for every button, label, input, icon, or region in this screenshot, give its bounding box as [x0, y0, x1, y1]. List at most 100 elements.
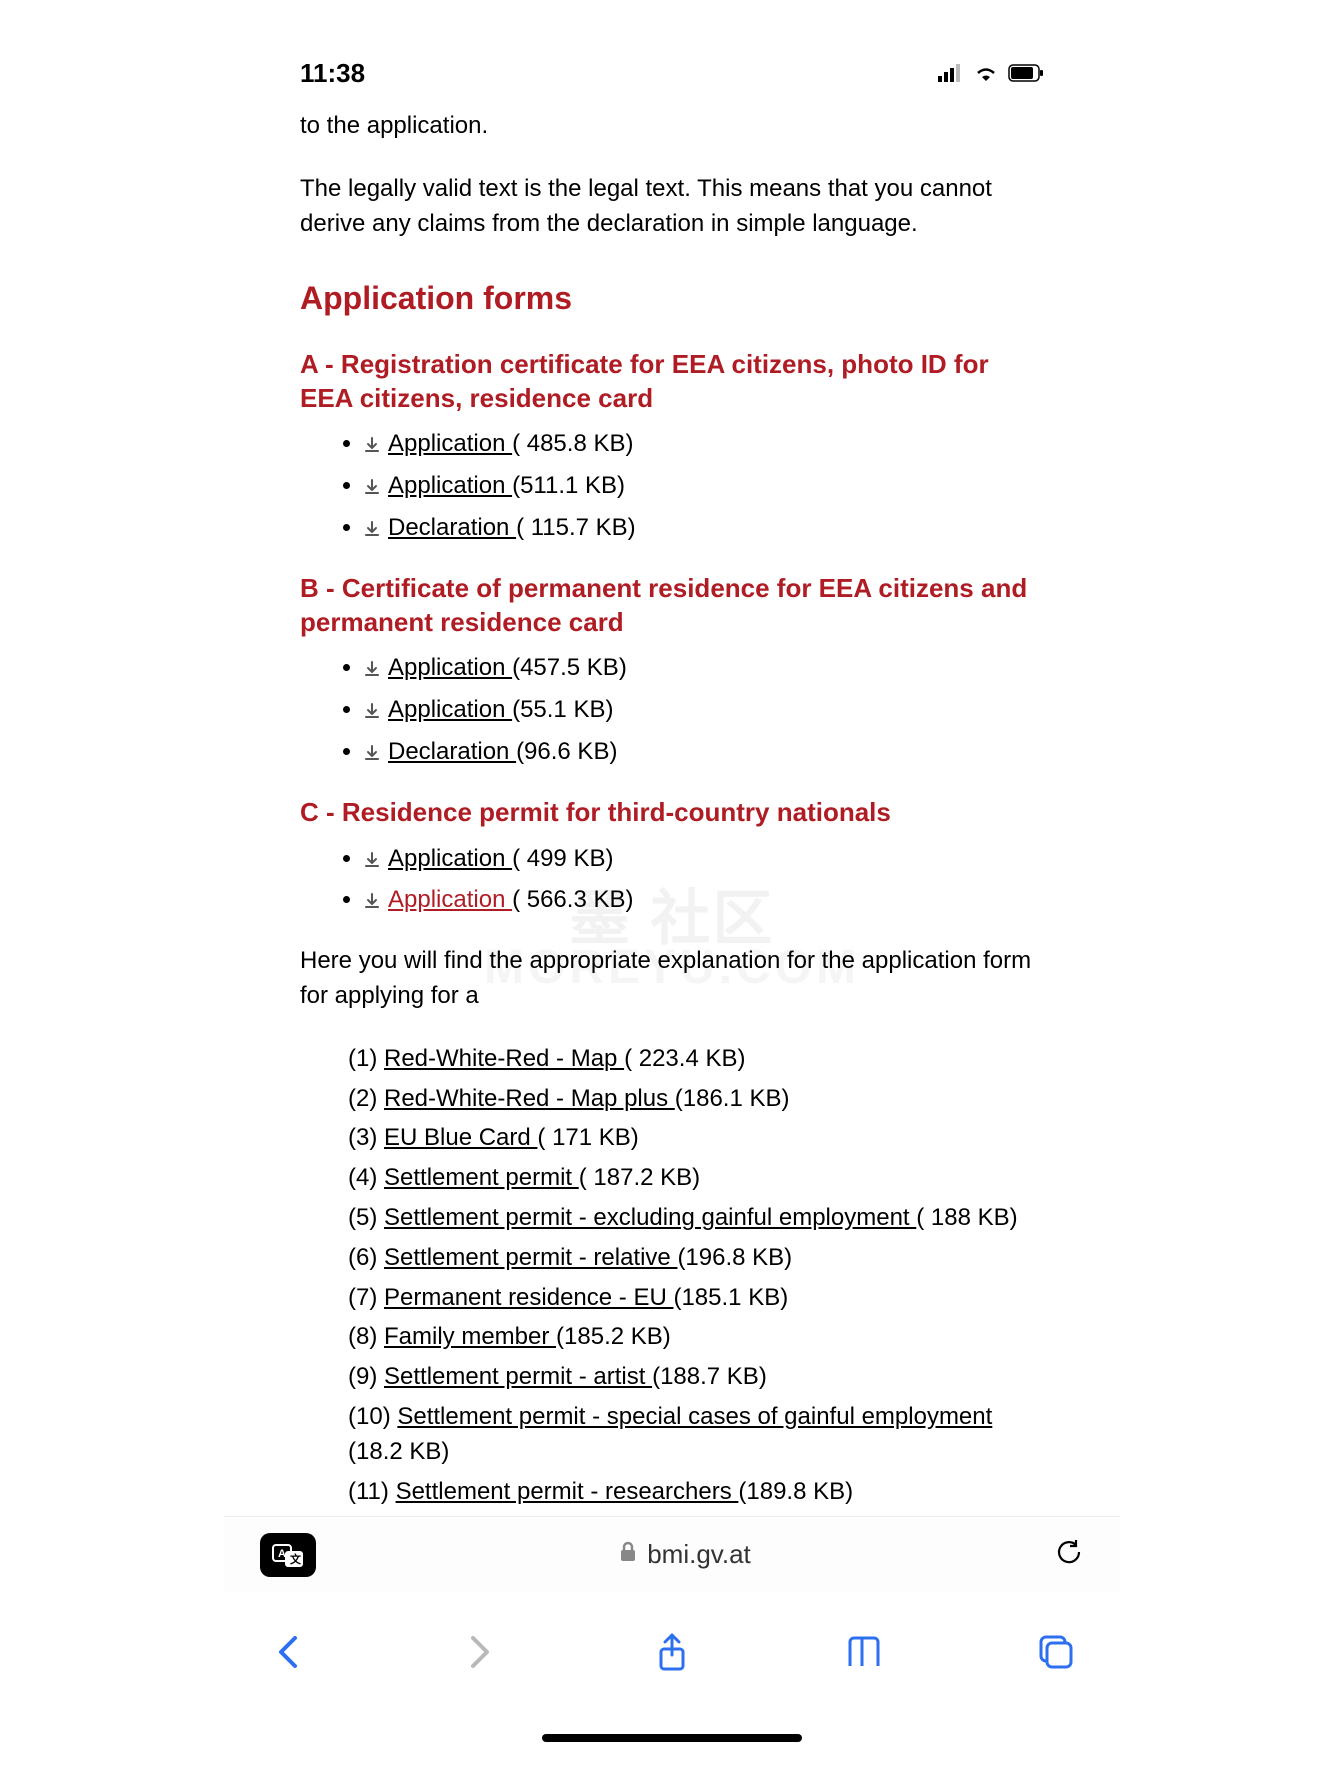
- bookmarks-button[interactable]: [844, 1632, 884, 1672]
- tabs-button[interactable]: [1036, 1632, 1076, 1672]
- battery-icon: [1008, 58, 1044, 89]
- item-number: (3): [348, 1124, 384, 1151]
- file-item: Application (511.1 KB): [364, 469, 1044, 506]
- file-link[interactable]: Application: [388, 886, 512, 913]
- file-link[interactable]: Application: [388, 654, 512, 681]
- refresh-button[interactable]: [1054, 1537, 1084, 1572]
- item-number: (6): [348, 1244, 384, 1271]
- numbered-link[interactable]: Settlement permit - relative: [384, 1244, 677, 1271]
- file-link[interactable]: Application: [388, 430, 512, 457]
- download-icon: [364, 513, 382, 548]
- status-time: 11:38: [300, 58, 365, 89]
- numbered-link[interactable]: Settlement permit - researchers: [396, 1478, 739, 1505]
- file-item: Declaration ( 115.7 KB): [364, 511, 1044, 548]
- file-size: ( 499 KB): [512, 845, 613, 872]
- numbered-list: (1) Red-White-Red - Map ( 223.4 KB)(2) R…: [348, 1042, 1044, 1510]
- numbered-link[interactable]: Permanent residence - EU: [384, 1284, 673, 1311]
- download-icon: [364, 844, 382, 879]
- download-icon: [364, 653, 382, 688]
- home-indicator[interactable]: [542, 1734, 802, 1742]
- translate-button[interactable]: A文: [260, 1533, 316, 1577]
- file-item: Application (55.1 KB): [364, 693, 1044, 730]
- numbered-item: (9) Settlement permit - artist (188.7 KB…: [348, 1360, 1044, 1395]
- svg-text:文: 文: [290, 1552, 302, 1566]
- file-size: ( 566.3 KB): [512, 886, 633, 913]
- numbered-link[interactable]: Settlement permit - excluding gainful em…: [384, 1204, 916, 1231]
- file-size: (457.5 KB): [512, 654, 627, 681]
- file-size: (511.1 KB): [512, 472, 625, 499]
- address-bar[interactable]: A文 bmi.gv.at: [224, 1516, 1120, 1592]
- numbered-link[interactable]: Settlement permit - special cases of gai…: [397, 1403, 992, 1430]
- numbered-link[interactable]: Red-White-Red - Map: [384, 1045, 624, 1072]
- file-size: (96.6 KB): [516, 738, 617, 765]
- svg-text:A: A: [278, 1548, 286, 1560]
- share-button[interactable]: [652, 1632, 692, 1672]
- item-number: (10): [348, 1403, 397, 1430]
- file-item: Application ( 485.8 KB): [364, 427, 1044, 464]
- file-link[interactable]: Application: [388, 696, 512, 723]
- download-icon: [364, 885, 382, 920]
- section-a-list: Application ( 485.8 KB)Application (511.…: [364, 427, 1044, 547]
- numbered-link[interactable]: EU Blue Card: [384, 1124, 537, 1151]
- page-content: to the application. The legally valid te…: [0, 99, 1344, 1509]
- download-icon: [364, 737, 382, 772]
- file-link[interactable]: Application: [388, 845, 512, 872]
- address-domain: bmi.gv.at: [647, 1539, 751, 1570]
- file-size: (189.8 KB): [738, 1478, 853, 1505]
- heading-application-forms: Application forms: [300, 275, 1044, 321]
- file-item: Application ( 566.3 KB): [364, 883, 1044, 920]
- download-icon: [364, 695, 382, 730]
- section-c-title: C - Residence permit for third-country n…: [300, 796, 1044, 830]
- cellular-icon: [938, 58, 964, 89]
- file-size: (185.2 KB): [556, 1323, 671, 1350]
- file-size: ( 188 KB): [916, 1204, 1017, 1231]
- file-size: ( 187.2 KB): [579, 1164, 700, 1191]
- browser-toolbar: [224, 1612, 1120, 1692]
- file-size: (196.8 KB): [677, 1244, 792, 1271]
- item-number: (9): [348, 1363, 384, 1390]
- numbered-item: (10) Settlement permit - special cases o…: [348, 1400, 1044, 1470]
- numbered-item: (6) Settlement permit - relative (196.8 …: [348, 1241, 1044, 1276]
- numbered-item: (2) Red-White-Red - Map plus (186.1 KB): [348, 1082, 1044, 1117]
- numbered-item: (7) Permanent residence - EU (185.1 KB): [348, 1281, 1044, 1316]
- section-b-title: B - Certificate of permanent residence f…: [300, 572, 1044, 640]
- file-size: (188.7 KB): [652, 1363, 767, 1390]
- numbered-link[interactable]: Red-White-Red - Map plus: [384, 1085, 675, 1112]
- section-a-title: A - Registration certificate for EEA cit…: [300, 348, 1044, 416]
- download-icon: [364, 429, 382, 464]
- address-display[interactable]: bmi.gv.at: [619, 1539, 751, 1570]
- numbered-item: (8) Family member (185.2 KB): [348, 1320, 1044, 1355]
- download-icon: [364, 471, 382, 506]
- item-number: (7): [348, 1284, 384, 1311]
- item-number: (4): [348, 1164, 384, 1191]
- item-number: (8): [348, 1323, 384, 1350]
- file-item: Declaration (96.6 KB): [364, 735, 1044, 772]
- file-item: Application ( 499 KB): [364, 842, 1044, 879]
- lock-icon: [619, 1539, 637, 1570]
- file-item: Application (457.5 KB): [364, 651, 1044, 688]
- explanation-text: Here you will find the appropriate expla…: [300, 944, 1044, 1014]
- numbered-link[interactable]: Family member: [384, 1323, 556, 1350]
- forward-button[interactable]: [460, 1632, 500, 1672]
- section-b-list: Application (457.5 KB) Application (55.1 …: [364, 651, 1044, 771]
- numbered-item: (11) Settlement permit - researchers (18…: [348, 1475, 1044, 1510]
- status-icons: [938, 58, 1044, 89]
- status-bar: 11:38: [0, 40, 1344, 99]
- section-c-list: Application ( 499 KB)Application ( 566.3…: [364, 842, 1044, 921]
- numbered-item: (3) EU Blue Card ( 171 KB): [348, 1121, 1044, 1156]
- wifi-icon: [974, 58, 998, 89]
- file-size: ( 171 KB): [537, 1124, 638, 1151]
- file-link[interactable]: Declaration: [388, 514, 516, 541]
- file-size: ( 485.8 KB): [512, 430, 633, 457]
- file-size: (186.1 KB): [675, 1085, 790, 1112]
- numbered-item: (5) Settlement permit - excluding gainfu…: [348, 1201, 1044, 1236]
- file-link[interactable]: Declaration: [388, 738, 516, 765]
- item-number: (5): [348, 1204, 384, 1231]
- file-link[interactable]: Application: [388, 472, 512, 499]
- back-button[interactable]: [268, 1632, 308, 1672]
- numbered-link[interactable]: Settlement permit: [384, 1164, 579, 1191]
- numbered-item: (4) Settlement permit ( 187.2 KB): [348, 1161, 1044, 1196]
- numbered-link[interactable]: Settlement permit - artist: [384, 1363, 652, 1390]
- file-size: (18.2 KB): [348, 1438, 449, 1465]
- intro-fragment: to the application.: [300, 109, 1044, 144]
